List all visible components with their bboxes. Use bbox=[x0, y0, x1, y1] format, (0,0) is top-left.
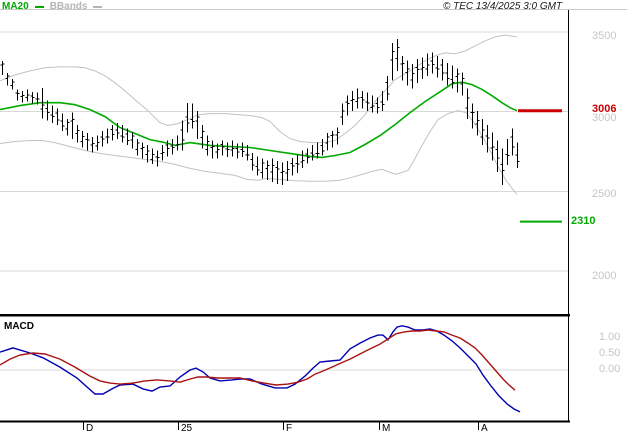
macd-axis-label-000: 0.00 bbox=[599, 363, 621, 375]
x-axis-label-m: M bbox=[382, 423, 391, 434]
bbands-legend-label: BBands bbox=[49, 1, 88, 12]
price-axis-label-3500: 3500 bbox=[592, 30, 617, 42]
support-level-label: 2310 bbox=[571, 215, 596, 227]
x-axis-label-f: F bbox=[286, 423, 293, 434]
x-axis-label-25: 25 bbox=[181, 423, 193, 434]
bbands-legend-dash-icon bbox=[93, 6, 103, 8]
price-axis-label-2000: 2000 bbox=[592, 270, 617, 282]
x-axis-label-d: D bbox=[86, 423, 94, 434]
macd-axis-label-100: 1.00 bbox=[599, 331, 621, 343]
copyright-text: © TEC 13/4/2025 3:0 GMT bbox=[443, 1, 563, 12]
price-axis-label-3000: 3000 bbox=[592, 112, 617, 124]
resistance-level-label: 3006 bbox=[592, 103, 617, 115]
ma20-legend-label: MA20 bbox=[2, 1, 29, 12]
x-axis-label-a: A bbox=[481, 423, 488, 434]
ma20-legend-dash-icon bbox=[34, 6, 44, 8]
macd-title: MACD bbox=[4, 321, 34, 332]
price-axis-label-2500: 2500 bbox=[592, 188, 617, 200]
macd-axis-label-050: 0.50 bbox=[599, 347, 621, 359]
legend: MA20 BBands bbox=[2, 2, 105, 12]
